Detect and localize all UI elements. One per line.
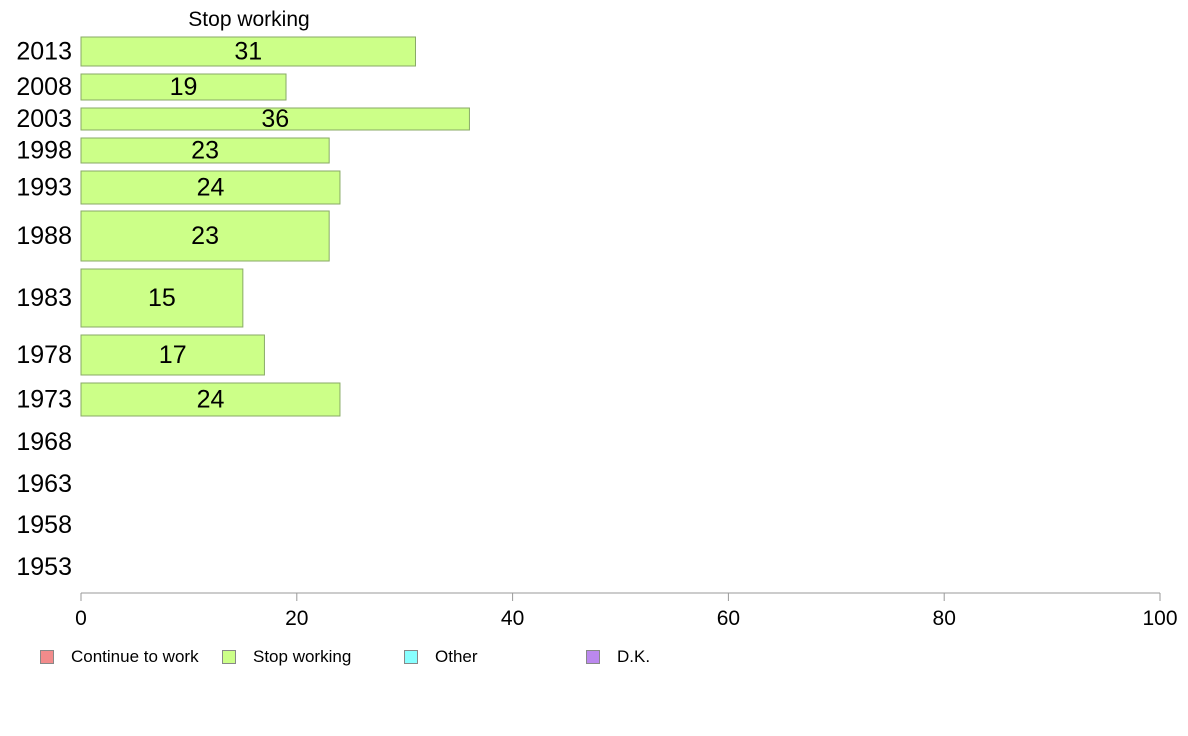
data-label-2013: 31 xyxy=(234,38,262,66)
bars-group: 31 19 36 23 24 23 15 17 24 xyxy=(80,36,470,417)
bar-1983 xyxy=(80,268,244,328)
data-label-2003: 36 xyxy=(261,105,289,133)
legend-swatch-stop-working xyxy=(222,650,236,664)
x-tick-label-40: 40 xyxy=(501,607,524,630)
y-tick-label-1958: 1958 xyxy=(16,511,72,539)
x-tick-label-20: 20 xyxy=(285,607,308,630)
data-label-1993: 24 xyxy=(197,174,225,202)
legend-label-continue-to-work: Continue to work xyxy=(71,647,199,666)
bar-1973 xyxy=(80,382,341,417)
chart-title: Stop working xyxy=(188,8,309,31)
y-tick-label-1973: 1973 xyxy=(16,386,72,414)
x-tick-label-0: 0 xyxy=(75,607,87,630)
data-label-1988: 23 xyxy=(191,222,219,250)
bar-1978 xyxy=(80,334,265,376)
legend-label-other: Other xyxy=(435,647,478,666)
legend-label-dk: D.K. xyxy=(617,647,651,666)
data-label-1978: 17 xyxy=(159,341,187,369)
y-tick-label-1968: 1968 xyxy=(16,428,72,456)
y-tick-label-1988: 1988 xyxy=(16,222,72,250)
y-tick-label-2008: 2008 xyxy=(16,73,72,101)
x-axis-ticks: 0 20 40 60 80 100 xyxy=(75,593,1178,630)
bar-1988 xyxy=(80,210,330,262)
y-tick-label-2003: 2003 xyxy=(16,105,72,133)
x-tick-label-80: 80 xyxy=(933,607,956,630)
legend-label-stop-working: Stop working xyxy=(253,647,352,666)
legend-swatch-other xyxy=(404,650,418,664)
bar-1998 xyxy=(80,137,330,164)
y-tick-label-2013: 2013 xyxy=(16,38,72,66)
y-tick-label-1998: 1998 xyxy=(16,137,72,165)
legend-item-stop-working: Stop working xyxy=(222,647,351,667)
data-label-1998: 23 xyxy=(191,137,219,165)
x-tick-label-100: 100 xyxy=(1142,607,1177,630)
legend-swatch-dk xyxy=(586,650,600,664)
legend-item-continue-to-work: Continue to work xyxy=(40,647,199,667)
y-tick-label-1963: 1963 xyxy=(16,470,72,498)
bar-2013 xyxy=(80,36,416,67)
bar-2008 xyxy=(80,73,287,101)
legend-item-other: Other xyxy=(404,647,478,667)
data-label-1973: 24 xyxy=(197,386,225,414)
bar-2003 xyxy=(80,107,470,131)
data-label-2008: 19 xyxy=(170,73,198,101)
bar-1993 xyxy=(80,170,341,205)
x-tick-label-60: 60 xyxy=(717,607,740,630)
y-tick-label-1993: 1993 xyxy=(16,174,72,202)
y-tick-label-1953: 1953 xyxy=(16,553,72,581)
y-tick-label-1983: 1983 xyxy=(16,284,72,312)
legend-item-dk: D.K. xyxy=(586,647,650,667)
y-tick-label-1978: 1978 xyxy=(16,341,72,369)
legend-swatch-continue-to-work xyxy=(40,650,54,664)
y-axis-labels: 2013 2008 2003 1998 1993 1988 1983 1978 1973 1968… xyxy=(16,38,72,582)
data-label-1983: 15 xyxy=(148,284,176,312)
